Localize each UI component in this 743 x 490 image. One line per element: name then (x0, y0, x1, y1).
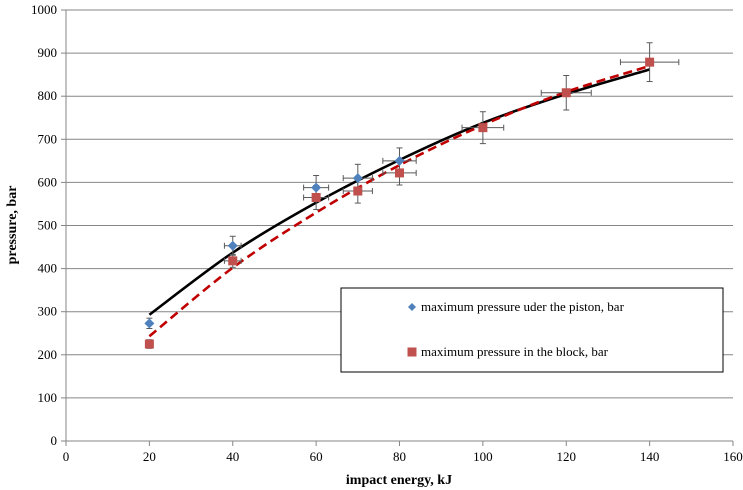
x-tick-label: 160 (723, 449, 743, 464)
data-point-block (228, 256, 238, 266)
y-tick-label: 900 (38, 45, 58, 60)
legend-marker-block (407, 347, 417, 357)
data-point-block (144, 339, 154, 349)
y-tick-label: 700 (38, 131, 58, 146)
data-points (144, 57, 655, 349)
legend-items: maximum pressure uder the piston, bar max… (407, 299, 625, 359)
legend: maximum pressure uder the piston, bar max… (340, 287, 724, 373)
y-tick-label: 800 (38, 88, 58, 103)
y-tick-label: 200 (38, 347, 58, 362)
x-tick-label: 20 (143, 449, 156, 464)
data-point-block (395, 168, 404, 178)
y-ticks: 0 100 200 300 400 500 600 700 800 900 1000 (31, 2, 66, 448)
data-point-block (478, 123, 488, 133)
data-point-block (311, 192, 321, 202)
data-point-piston (311, 182, 322, 193)
legend-label: maximum pressure in the block, bar (421, 344, 609, 359)
data-point-piston (144, 318, 155, 329)
x-tick-label: 100 (473, 449, 493, 464)
x-ticks: 0 20 40 60 80 100 120 140 160 (63, 441, 743, 464)
x-axis-title: impact energy, kJ (346, 473, 452, 488)
y-tick-label: 100 (38, 390, 58, 405)
legend-label: maximum pressure uder the piston, bar (421, 299, 625, 314)
data-point-block (645, 57, 655, 67)
data-point-block (561, 88, 571, 98)
data-point-piston (394, 155, 405, 166)
y-tick-label: 600 (38, 174, 58, 189)
x-tick-label: 80 (393, 449, 406, 464)
legend-box (340, 287, 724, 373)
y-axis-title: pressure, bar (5, 186, 20, 265)
y-tick-label: 400 (38, 261, 58, 276)
data-point-block (353, 186, 363, 196)
y-tick-label: 500 (38, 218, 58, 233)
x-tick-label: 60 (310, 449, 323, 464)
x-tick-label: 0 (63, 449, 70, 464)
y-tick-label: 0 (51, 433, 58, 448)
x-tick-label: 40 (226, 449, 239, 464)
data-point-piston (352, 173, 363, 184)
x-tick-label: 120 (557, 449, 577, 464)
data-point-piston (227, 240, 238, 251)
y-tick-label: 1000 (31, 2, 57, 17)
legend-marker-piston (408, 303, 416, 311)
y-tick-label: 300 (38, 304, 58, 319)
x-tick-label: 140 (640, 449, 660, 464)
